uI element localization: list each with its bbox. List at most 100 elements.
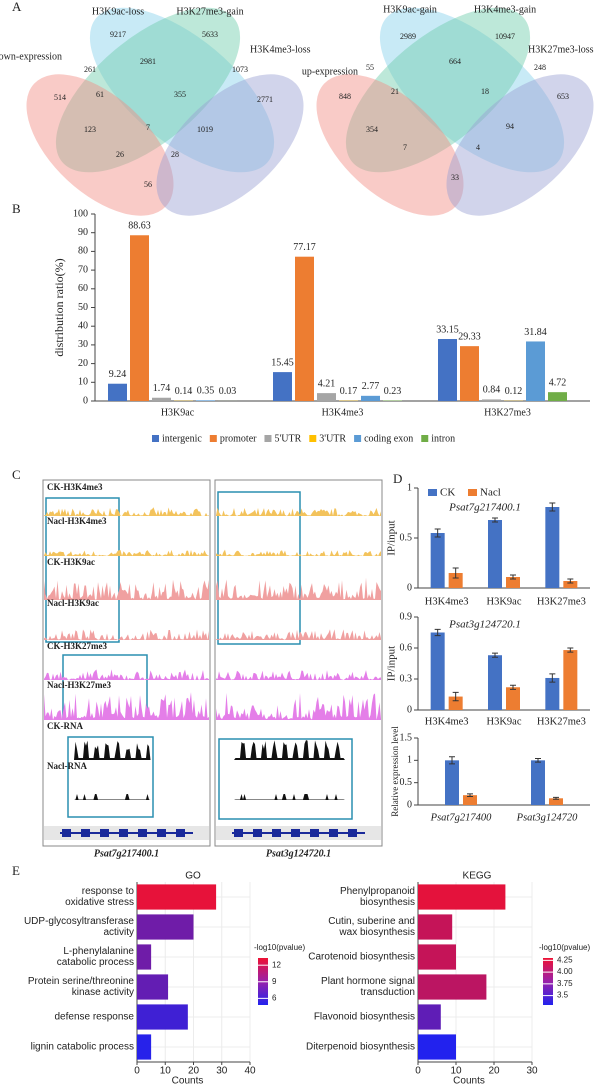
error-bar [492,517,498,523]
signal-track [44,629,209,640]
venn-count: 261 [84,65,96,74]
x-tick-label: H3K27me3 [537,716,586,727]
y-axis-label: IP/input [386,646,398,681]
value-label: 2.77 [362,381,380,392]
exon [81,829,90,837]
bar [549,798,563,805]
legend-swatch [309,435,317,442]
y-tick-label: 90 [78,227,88,238]
y-tick-label: 10 [78,377,88,388]
bar [137,944,152,970]
error-bar [452,567,459,579]
legend-label: coding exon [364,433,413,444]
error-bar [535,758,541,763]
venn-count: 664 [449,57,461,66]
bar [130,235,149,401]
y-tick-label: 20 [78,358,88,369]
y-tick-label: 0.5 [400,777,413,788]
y-tick-label: 80 [78,246,88,257]
venn-set [446,74,594,216]
signal-track [44,507,209,516]
value-label: 0.14 [175,386,193,397]
gene-label: Psat3g124720.1 [266,848,331,859]
error-bar [549,502,556,512]
venn-count: 354 [366,125,378,134]
y-tick-label: 0.3 [400,673,413,684]
y-tick-label: 40 [78,320,88,331]
venn-count: 56 [144,180,152,189]
venn-count: 10947 [495,32,515,41]
color-legend-title: -log10(pvalue) [539,943,590,952]
venn-set-label: H3K4me3-gain [474,4,536,15]
legend-swatch [421,435,429,442]
error-bar [467,793,473,798]
signal-track [216,629,381,640]
signal-track [216,577,381,600]
chart-title: GO [185,871,201,882]
legend-label: CK [440,487,455,499]
y-tick-label: 0 [407,799,412,810]
x-tick-label: H3K4me3 [322,407,364,418]
y-tick-label: 0 [407,704,412,715]
venn-count: 55 [366,63,374,72]
bar [488,655,502,710]
venn-count: 355 [174,90,186,99]
track-label: Nacl-H3K4me3 [47,516,107,526]
x-tick-label: 20 [188,1066,200,1077]
signal-track [216,549,381,556]
y-tick-label: biosynthesis [360,897,415,908]
highlight-box [217,491,301,645]
bar [418,1004,441,1030]
legend-label: 5'UTR [274,433,301,444]
y-axis-label: IP/input [386,520,398,555]
y-tick-label: kinase activity [72,987,134,998]
legend-label: intron [431,433,455,444]
color-tick-label: 6 [272,993,277,1002]
x-tick-label: H3K27me3 [537,596,586,607]
bar [445,760,459,805]
venn-count: 26 [116,150,124,159]
value-label: 9.24 [109,369,127,380]
venn-set-label: H3K9ac-loss [92,6,144,17]
venn-count: 28 [171,150,179,159]
panel-label: D [393,471,402,486]
venn-count: 514 [54,93,66,102]
error-bar [434,628,441,637]
bar [506,687,520,710]
color-legend-title: -log10(pvalue) [254,943,305,952]
x-axis-label: Counts [453,1076,485,1086]
value-label: 88.63 [128,221,151,232]
y-tick-label: catabolic process [57,957,134,968]
x-tick-label: 30 [526,1066,538,1077]
venn-count: 5633 [202,30,218,39]
value-label: 0.03 [219,386,237,397]
exon [272,829,281,837]
track-label: Nacl-RNA [47,761,87,771]
error-bar [549,673,556,683]
y-tick-label: 0 [83,395,88,406]
venn-count: 653 [557,92,569,101]
bar [317,393,336,401]
bar [563,581,578,588]
panel-label: A [12,0,22,14]
error-bar [510,574,516,580]
x-tick-label: 10 [160,1066,172,1077]
venn-count: 1019 [197,125,213,134]
exon [176,829,185,837]
venn-count: 18 [481,87,489,96]
legend-swatch [264,435,272,442]
y-tick-label: 1.5 [400,732,413,743]
bar [545,507,560,588]
bar [361,395,380,401]
y-tick-label: 1 [407,755,412,766]
track-label: CK-H3K27me3 [47,641,107,651]
exon [291,829,300,837]
venn-set [55,7,241,173]
x-tick-label: H3K9ac [487,716,522,727]
bar [418,1034,456,1060]
venn-count: 248 [534,63,546,72]
bar [137,914,194,940]
venn-count: 7 [403,143,407,152]
venn-count: 21 [391,87,399,96]
venn-set-label: down-expression [0,51,62,62]
